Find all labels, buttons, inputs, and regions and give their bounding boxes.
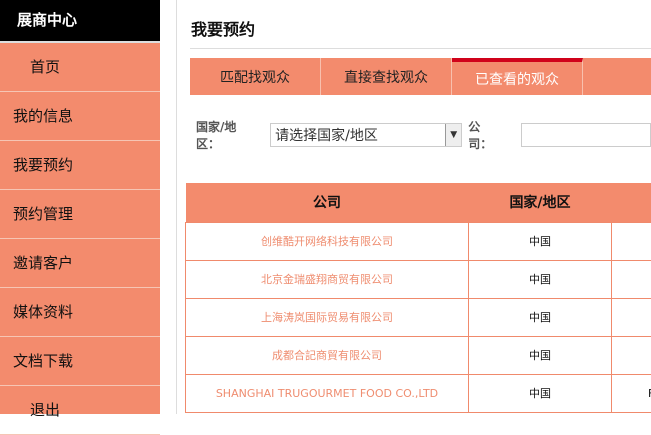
chevron-down-icon[interactable]: ▼ [445,124,461,146]
divider [176,0,177,414]
extra-cell: F [612,374,651,412]
country-select[interactable]: 请选择国家/地区 ▼ [270,123,462,147]
country-cell: 中国 [469,222,612,260]
sidebar-item-invite[interactable]: 邀请客户 [0,239,160,288]
page-title: 我要预约 [191,16,255,40]
column-header-country: 国家/地区 [469,183,612,222]
country-label: 国家/地区： [196,118,258,152]
sidebar-item-booking-management[interactable]: 预约管理 [0,190,160,239]
sidebar-item-my-info[interactable]: 我的信息 [0,92,160,141]
extra-cell [612,260,651,298]
company-link[interactable]: SHANGHAI TRUGOURMET FOOD CO.,LTD [186,374,469,412]
country-select-value: 请选择国家/地区 [275,125,378,145]
table-row: 上海涛岚国际贸易有限公司中国 [186,298,651,336]
company-label: 公司： [468,118,503,152]
country-cell: 中国 [469,260,612,298]
table-row: SHANGHAI TRUGOURMET FOOD CO.,LTD中国F [186,374,651,412]
company-link[interactable]: 北京金瑞盛翔商贸有限公司 [186,260,469,298]
country-cell: 中国 [469,374,612,412]
table-row: 创维酷开网络科技有限公司中国 [186,222,651,260]
extra-cell [612,336,651,374]
sidebar-item-book[interactable]: 我要预约 [0,141,160,190]
sidebar-header: 展商中心 [0,0,160,43]
tab-match[interactable]: 匹配找观众 [190,58,321,95]
sidebar-item-logout[interactable]: 退出 [0,386,160,435]
table-row: 北京金瑞盛翔商贸有限公司中国 [186,260,651,298]
divider [190,48,651,49]
extra-cell [612,298,651,336]
filter-row: 国家/地区： 请选择国家/地区 ▼ 公司： [196,118,651,152]
tab-direct-search[interactable]: 直接查找观众 [321,58,452,95]
company-link[interactable]: 上海涛岚国际贸易有限公司 [186,298,469,336]
sidebar-item-home[interactable]: 首页 [0,43,160,92]
audience-table: 公司国家/地区 创维酷开网络科技有限公司中国 北京金瑞盛翔商贸有限公司中国 上海… [185,183,651,413]
sidebar-item-media[interactable]: 媒体资料 [0,288,160,337]
sidebar: 展商中心 首页 我的信息 我要预约 预约管理 邀请客户 媒体资料 文档下载 退出 [0,0,160,414]
country-cell: 中国 [469,336,612,374]
column-header-company: 公司 [186,183,469,222]
company-link[interactable]: 成都合記商貿有限公司 [186,336,469,374]
sidebar-item-downloads[interactable]: 文档下载 [0,337,160,386]
table-row: 成都合記商貿有限公司中国 [186,336,651,374]
country-cell: 中国 [469,298,612,336]
company-link[interactable]: 创维酷开网络科技有限公司 [186,222,469,260]
extra-cell [612,222,651,260]
column-header-extra [612,183,651,222]
tab-viewed[interactable]: 已查看的观众 [452,58,583,95]
company-input[interactable] [521,123,651,147]
tab-bar: 匹配找观众 直接查找观众 已查看的观众 [190,58,651,95]
